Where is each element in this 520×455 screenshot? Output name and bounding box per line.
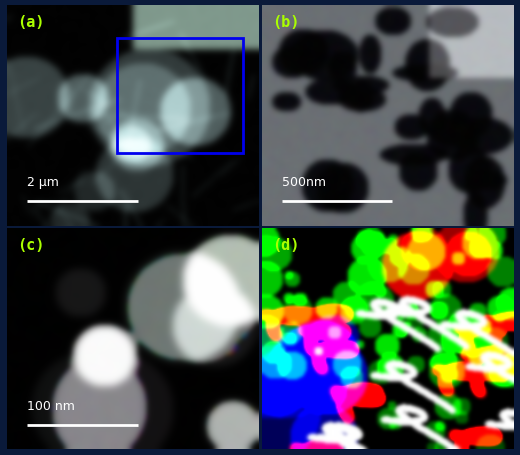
Text: 500nm: 500nm	[282, 176, 326, 189]
Text: (a): (a)	[17, 15, 44, 30]
Text: 2 μm: 2 μm	[27, 176, 59, 189]
Bar	[118, 39, 243, 153]
Text: (b): (b)	[271, 15, 299, 30]
Text: 100 nm: 100 nm	[27, 399, 75, 412]
Text: (c): (c)	[17, 238, 44, 253]
Text: (d): (d)	[271, 238, 299, 253]
